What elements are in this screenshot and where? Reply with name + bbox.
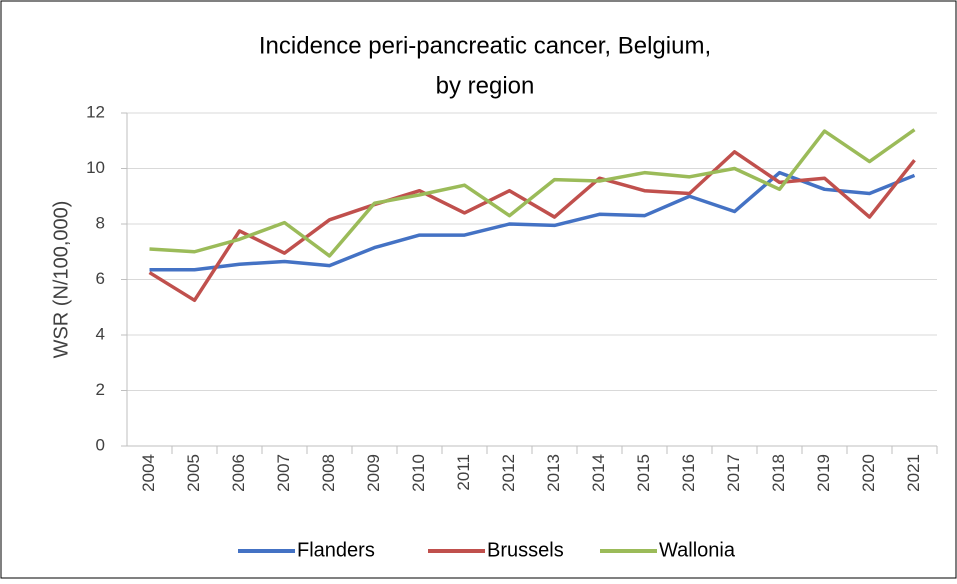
chart-title: Incidence peri-pancreatic cancer, Belgiu… [259,32,711,59]
x-tick-label: 2020 [859,454,878,492]
x-tick-label: 2016 [679,454,698,492]
x-tick-label: 2008 [319,454,338,492]
x-tick-label: 2021 [904,454,923,492]
y-tick-label: 12 [86,102,105,121]
chart-title: by region [436,72,535,99]
y-tick-label: 0 [96,435,105,454]
legend-label: Brussels [487,539,564,561]
legend-label: Flanders [297,539,375,561]
x-tick-label: 2005 [184,454,203,492]
y-tick-label: 6 [96,269,105,288]
y-axis-label: WSR (N/100,000) [50,201,72,359]
series-line [149,170,916,272]
x-tick-label: 2018 [769,454,788,492]
x-tick-label: 2019 [814,454,833,492]
series-line [149,128,916,258]
y-tick-label: 4 [96,324,105,343]
y-tick-label: 10 [86,158,105,177]
x-tick-label: 2015 [634,454,653,492]
x-tick-label: 2006 [229,454,248,492]
x-tick-label: 2012 [499,454,518,492]
x-tick-label: 2017 [724,454,743,492]
x-tick-label: 2007 [274,454,293,492]
x-tick-label: 2011 [454,454,473,491]
x-tick-label: 2009 [364,454,383,492]
y-tick-label: 8 [96,213,105,232]
y-tick-label: 2 [96,380,105,399]
x-tick-label: 2014 [589,454,608,492]
x-tick-label: 2013 [544,454,563,492]
x-tick-label: 2004 [139,454,158,492]
x-tick-label: 2010 [409,454,428,492]
legend-label: Wallonia [659,539,736,561]
